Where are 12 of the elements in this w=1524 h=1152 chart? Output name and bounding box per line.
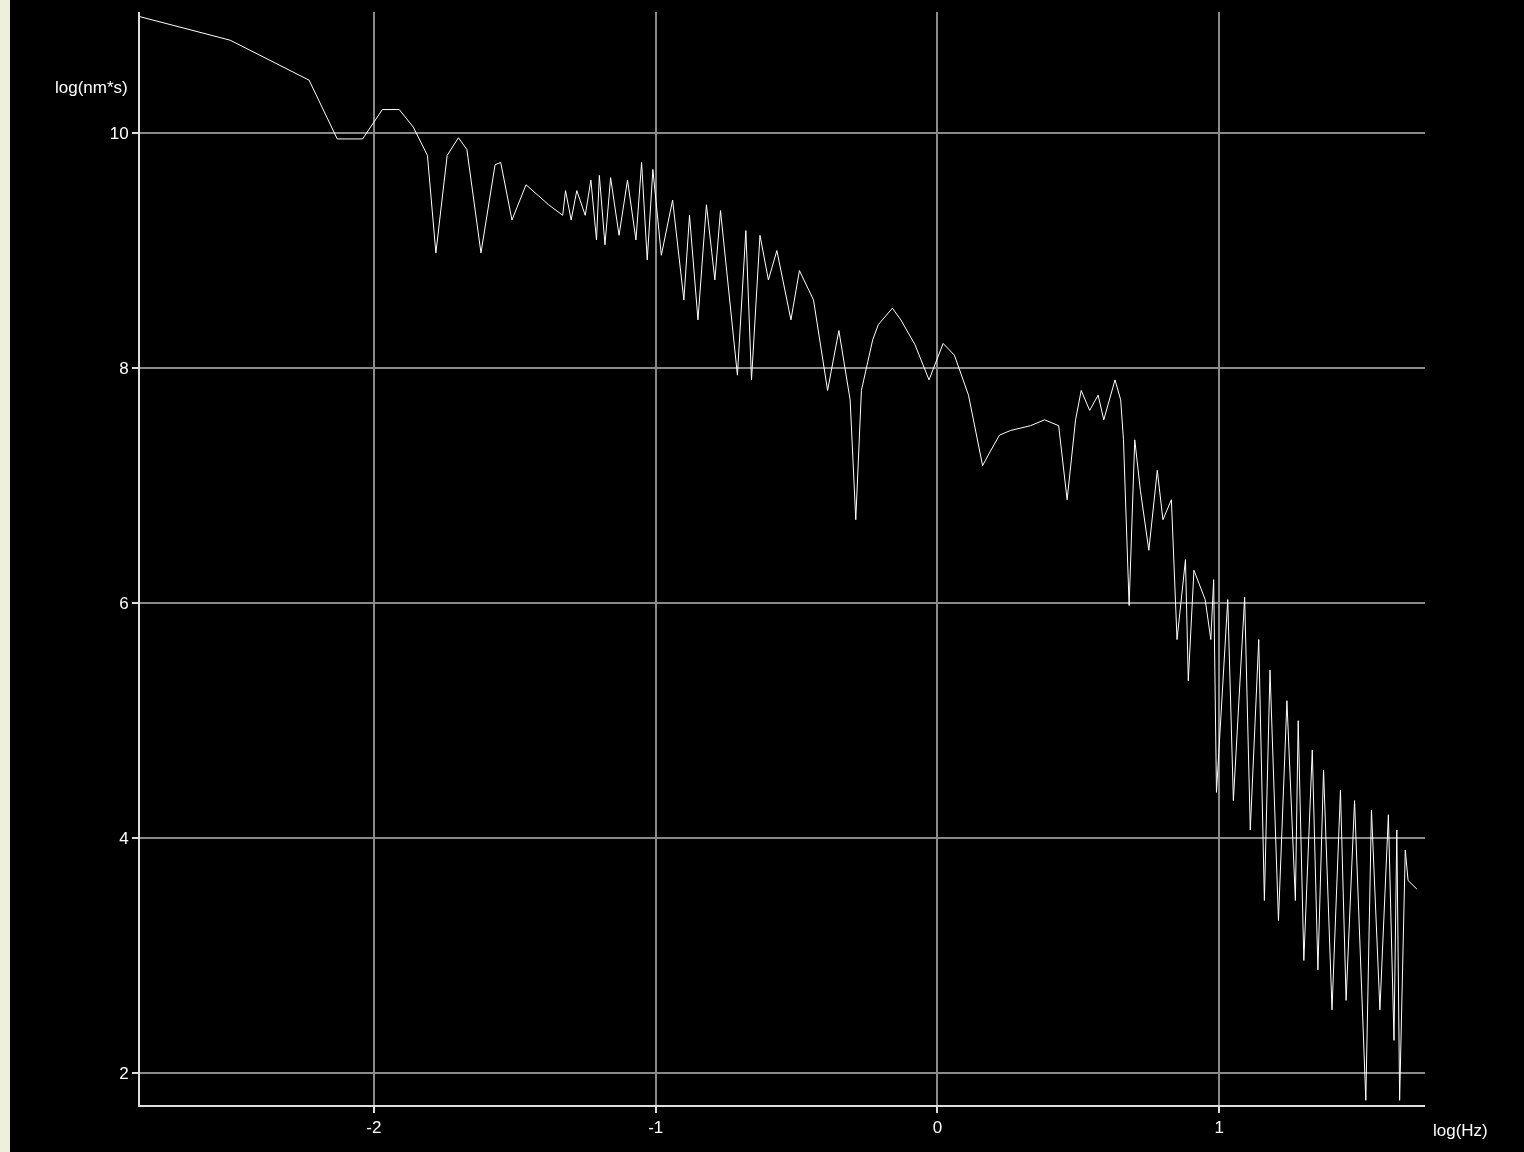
x-tick-label: 0 xyxy=(932,1118,943,1138)
x-axis-title: log(Hz) xyxy=(1433,1121,1488,1140)
y-tick-label: 6 xyxy=(119,594,129,614)
x-tick-label: -1 xyxy=(648,1118,664,1138)
y-axis-title: log(nm*s) xyxy=(55,78,128,97)
x-tick-label: -2 xyxy=(366,1118,382,1138)
y-tick-label: 2 xyxy=(119,1064,129,1084)
y-tick-label: 4 xyxy=(119,829,129,849)
y-tick-label: 10 xyxy=(109,124,129,143)
y-tick-label: 8 xyxy=(119,359,129,379)
x-tick-label: 1 xyxy=(1214,1118,1225,1138)
line-series xyxy=(140,16,1418,1101)
